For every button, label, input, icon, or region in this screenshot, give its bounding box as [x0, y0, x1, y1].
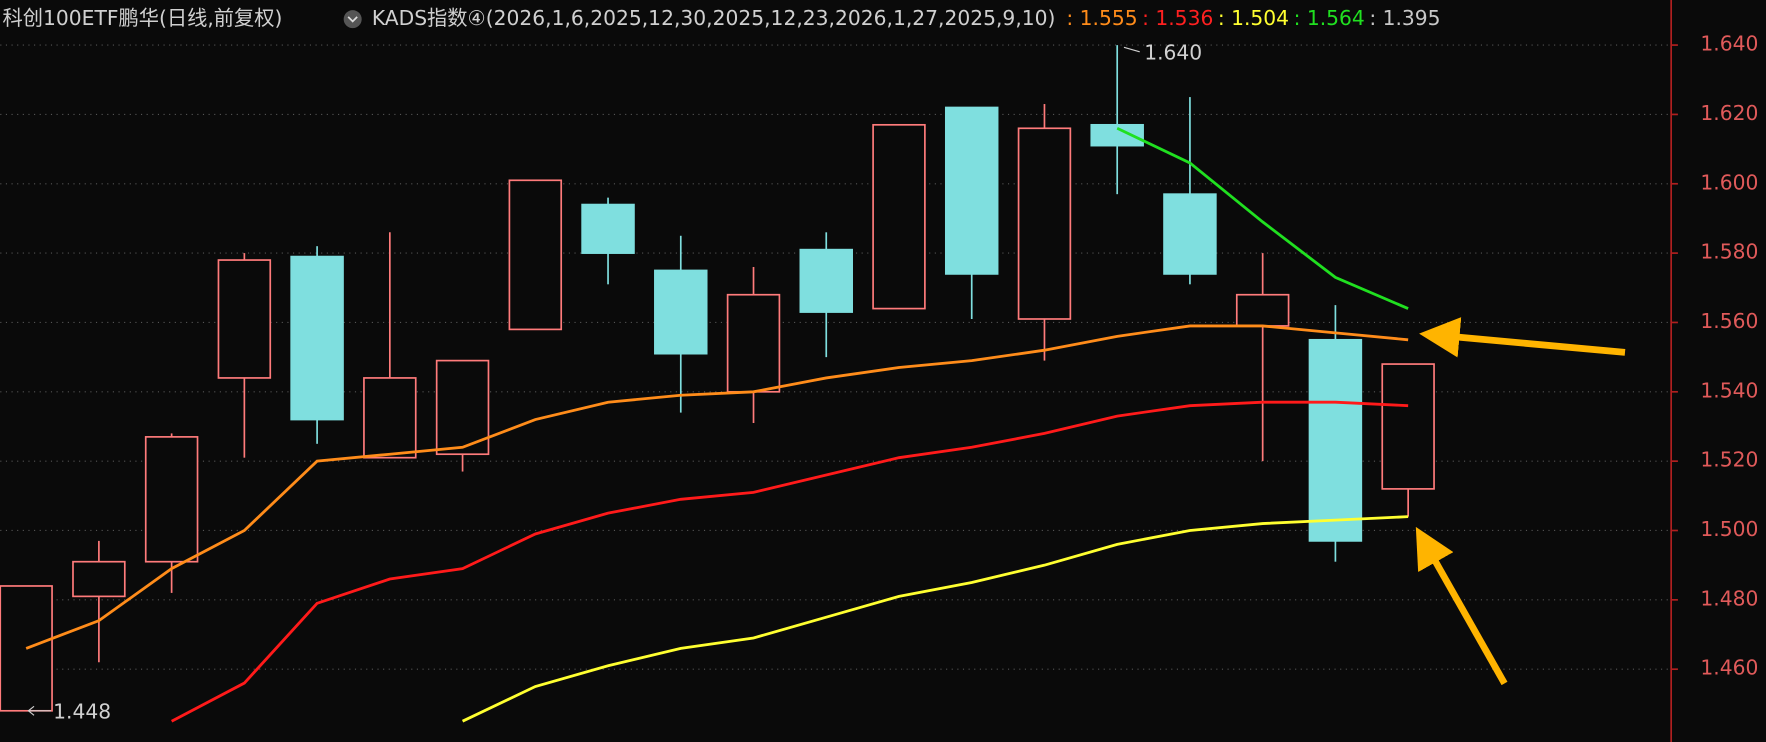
dropdown-chevron — [347, 16, 358, 23]
candle-body — [944, 106, 999, 275]
candle-body — [1090, 123, 1144, 147]
y-tick-label: 1.460 — [1700, 656, 1758, 680]
dropdown-icon[interactable] — [343, 10, 362, 29]
indicator-readout: : 1.395 — [1369, 6, 1440, 30]
high-annotation: 1.640 — [1144, 41, 1202, 65]
candle-body — [290, 255, 344, 421]
arrow — [1419, 317, 1626, 358]
candle-body — [799, 248, 853, 313]
high-pointer — [1123, 46, 1140, 53]
candle-body — [1308, 338, 1363, 542]
indicator-name: KADS指数④(2026,1,6,2025,12,30,2025,12,23,2… — [372, 6, 1056, 30]
y-tick-label: 1.520 — [1700, 448, 1758, 472]
indicator-line — [1116, 127, 1409, 310]
y-tick-label: 1.620 — [1700, 101, 1758, 125]
candle-body — [1235, 293, 1290, 327]
low-pointer — [27, 705, 51, 716]
y-tick-label: 1.540 — [1700, 378, 1758, 402]
candle-body — [217, 259, 272, 379]
candle-body — [1381, 363, 1435, 490]
candle-body — [363, 377, 417, 459]
grid: 1.460 1.480 1.500 1.520 1.540 1.560 1.580 1.600… — [0, 32, 1758, 680]
candle-body — [1017, 127, 1072, 320]
indicator-readout: : 1.555 — [1066, 6, 1137, 30]
candle-body — [872, 123, 926, 310]
header: 科创100ETF鹏华(日线,前复权) — [3, 6, 283, 30]
arrow — [1415, 526, 1508, 686]
candle-body — [144, 436, 199, 563]
candle-body — [1163, 193, 1217, 275]
candle-body — [726, 293, 781, 393]
y-tick-label: 1.580 — [1700, 240, 1758, 264]
indicator-line — [170, 400, 1409, 723]
indicator-readout: : 1.536 — [1142, 6, 1213, 30]
plot: 1.640 1.448 — [0, 41, 1435, 724]
candle-body — [435, 359, 490, 456]
y-tick-label: 1.560 — [1700, 309, 1758, 333]
y-tick-label: 1.500 — [1700, 517, 1758, 541]
y-tick-label: 1.640 — [1700, 32, 1758, 56]
indicator-line — [25, 324, 1409, 650]
indicator: KADS指数④(2026,1,6,2025,12,30,2025,12,23,2… — [372, 6, 1441, 30]
indicator-readout: : 1.504 — [1218, 6, 1289, 30]
indicator-readout: : 1.564 — [1294, 6, 1365, 30]
y-tick-label: 1.480 — [1700, 586, 1758, 610]
y-tick-label: 1.600 — [1700, 170, 1758, 194]
candle-body — [581, 203, 635, 254]
low-annotation: 1.448 — [53, 700, 111, 724]
chart-title: 科创100ETF鹏华(日线,前复权) — [3, 6, 283, 30]
candle-body — [0, 585, 53, 712]
candle-body — [654, 269, 708, 355]
candle-body — [72, 560, 126, 598]
candle-body — [508, 179, 563, 331]
indicator-line — [461, 515, 1409, 723]
